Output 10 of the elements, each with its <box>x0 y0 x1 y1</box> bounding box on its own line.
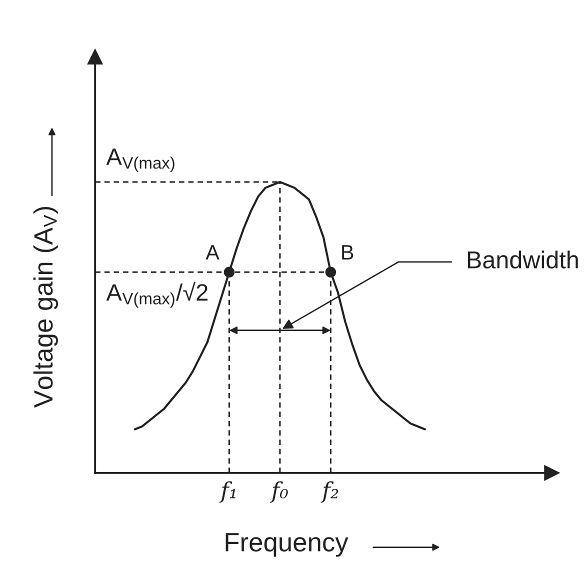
ref-line-label: A$_{V(max)}$/√2 <box>106 282 208 308</box>
x-tick-label: f₀ <box>270 481 288 503</box>
x-tick-label: f₂ <box>320 481 338 503</box>
annotation: Bandwidth <box>468 250 578 269</box>
annotation: B <box>342 245 354 260</box>
y-axis-title: Voltage gain (A$_{V}$) <box>33 206 58 408</box>
x-axis-title: Frequency <box>226 533 348 557</box>
ref-line-label: A$_{V(max)}$ <box>106 148 174 172</box>
annotation: A <box>206 245 220 260</box>
x-tick-label: f₁ <box>219 481 236 503</box>
